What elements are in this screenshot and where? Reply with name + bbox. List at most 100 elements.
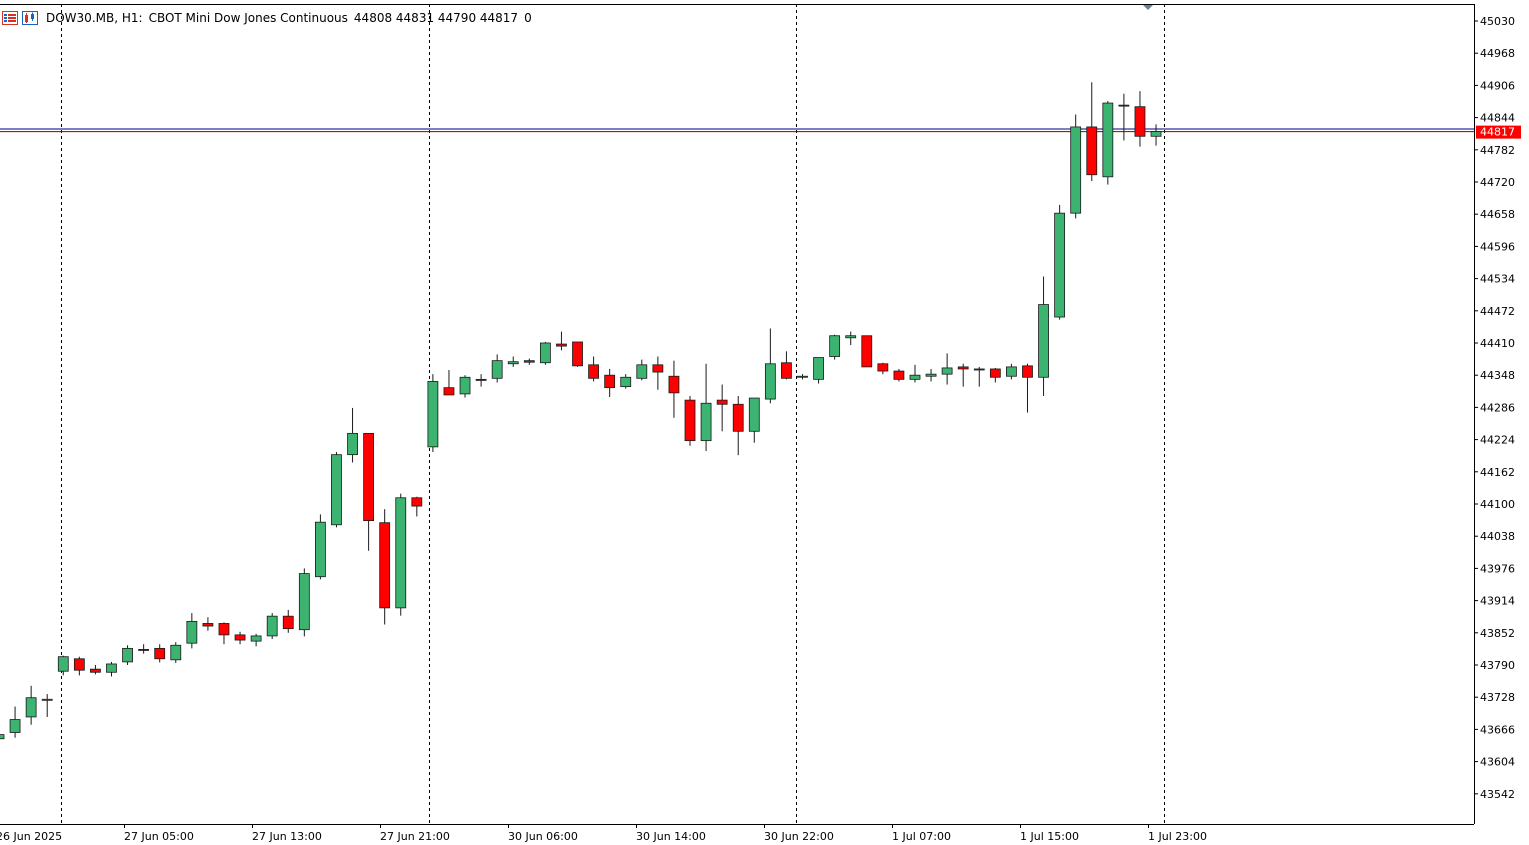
candle-body <box>620 376 632 388</box>
candle <box>732 395 744 456</box>
candle <box>861 335 873 368</box>
candle <box>459 375 471 398</box>
candle <box>154 644 166 663</box>
candle <box>1150 124 1162 146</box>
y-tick-label: 43790 <box>1480 659 1515 672</box>
ohlc-values: 44808 44831 44790 44817 <box>353 11 519 25</box>
candle <box>845 331 857 346</box>
y-tick-label: 44286 <box>1480 401 1515 414</box>
candle-body <box>523 360 535 363</box>
candle <box>363 432 375 551</box>
candle <box>122 645 133 665</box>
chart-window-icon[interactable] <box>22 11 38 25</box>
candle <box>170 642 182 663</box>
candle <box>106 661 117 677</box>
candle-body <box>1086 126 1098 176</box>
candle <box>73 656 85 676</box>
candle-body <box>1134 106 1146 137</box>
y-tick-label: 44162 <box>1480 466 1515 479</box>
y-tick-label: 45030 <box>1480 15 1515 28</box>
chart-shift-marker <box>1143 5 1153 10</box>
candle <box>395 493 407 616</box>
candle <box>588 356 599 382</box>
candle-body <box>1102 102 1114 178</box>
candle <box>748 397 760 443</box>
candle <box>523 358 535 365</box>
candle <box>989 367 1001 383</box>
y-tick-label: 43852 <box>1480 627 1515 640</box>
candle <box>41 694 53 717</box>
x-tick-label: 26 Jun 2025 <box>0 830 62 843</box>
candle <box>829 334 841 360</box>
candle-body <box>877 363 889 372</box>
candle <box>684 395 696 446</box>
price-marker-label: 44817 <box>1480 126 1515 139</box>
candle <box>1038 276 1049 396</box>
candle <box>1118 93 1130 141</box>
candle-body <box>845 335 857 339</box>
candle-body <box>748 397 760 432</box>
candle <box>620 374 632 389</box>
price-lines <box>0 128 1474 133</box>
candle <box>347 407 358 463</box>
y-tick-label: 44906 <box>1480 79 1515 92</box>
candle-body <box>250 635 262 642</box>
candle-body <box>57 656 69 672</box>
volume-value: 0 <box>524 11 532 25</box>
y-tick-label: 43542 <box>1480 788 1515 801</box>
candle <box>1070 114 1082 219</box>
candle-body <box>266 615 278 637</box>
candle-body <box>395 497 407 609</box>
candle-body <box>989 368 1001 378</box>
candle-body <box>973 368 985 371</box>
candle-body <box>347 432 358 456</box>
candle-body <box>925 373 937 377</box>
candle <box>604 368 616 398</box>
candle <box>202 617 214 631</box>
candle <box>957 363 969 387</box>
y-tick-label: 44782 <box>1480 144 1515 157</box>
candle-body <box>90 668 101 673</box>
candle-body <box>9 719 21 733</box>
y-tick-label: 44100 <box>1480 498 1515 511</box>
candle-body <box>684 399 696 442</box>
symbol-list-icon[interactable] <box>2 11 18 25</box>
candle-body <box>411 497 423 507</box>
x-tick-label: 27 Jun 05:00 <box>124 830 194 843</box>
candle <box>411 496 423 517</box>
candle <box>314 514 326 580</box>
candle <box>556 331 567 351</box>
y-tick-label: 44596 <box>1480 240 1515 253</box>
candle-body <box>732 403 744 432</box>
candle <box>90 665 101 675</box>
candle <box>282 609 294 633</box>
candle-body <box>764 363 776 400</box>
x-tick-label: 1 Jul 15:00 <box>1020 830 1079 843</box>
candle-body <box>491 360 503 379</box>
candle-body <box>797 375 808 378</box>
candle-body <box>1118 104 1130 107</box>
candle <box>331 452 342 528</box>
candle <box>1022 363 1033 413</box>
chart-header: DOW30.MB, H1: CBOT Mini Dow Jones Contin… <box>2 9 532 27</box>
candle <box>764 328 776 404</box>
candle-body <box>1070 126 1082 214</box>
candle <box>716 384 728 432</box>
candle <box>298 568 310 637</box>
x-tick-label: 30 Jun 06:00 <box>508 830 578 843</box>
candle-body <box>379 522 391 609</box>
candle-body <box>813 357 824 380</box>
candle-body <box>186 620 198 644</box>
y-tick-label: 44658 <box>1480 208 1515 221</box>
y-tick-label: 44224 <box>1480 434 1515 447</box>
candle-body <box>588 364 599 379</box>
candle <box>138 644 150 654</box>
candle-body <box>909 374 921 380</box>
y-tick-label: 43728 <box>1480 691 1515 704</box>
symbol-label: DOW30.MB, H1: <box>46 11 143 25</box>
x-tick-label: 27 Jun 21:00 <box>380 830 450 843</box>
candle <box>266 613 278 640</box>
candle <box>781 351 792 380</box>
